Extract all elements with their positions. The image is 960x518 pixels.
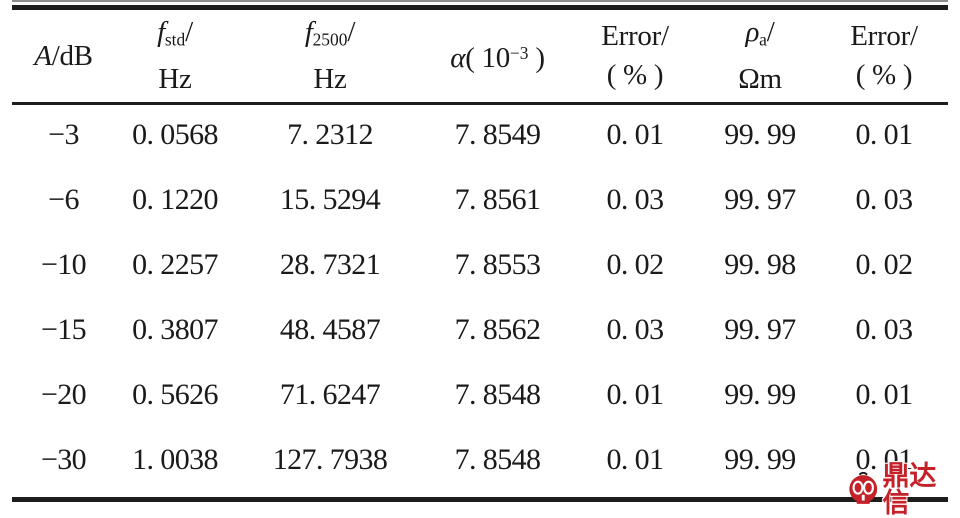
- table-cell: 99. 98: [724, 247, 796, 281]
- table-cell: 15. 5294: [279, 182, 381, 216]
- table-cell: 0. 02: [855, 247, 913, 281]
- table-cell: 99. 99: [724, 377, 796, 411]
- table-cell: −15: [40, 312, 87, 346]
- table-cell: 0. 2257: [132, 247, 218, 281]
- table-row: −3 0. 0568 7. 2312 7. 8549 0. 01 99. 99 0. 01: [12, 102, 948, 167]
- watermark-text: 鼎达信: [882, 461, 937, 518]
- table-cell: 0. 0568: [132, 117, 218, 151]
- table-cell: 1. 0038: [132, 442, 218, 476]
- table-row: −15 0. 3807 48. 4587 7. 8562 0. 03 99. 97 0. 0…: [12, 297, 948, 362]
- table-cell: 99. 99: [724, 442, 796, 476]
- results-table: A/dB fstd/ Hz f2500/ Hz α( 10−3 ) Error/…: [12, 10, 948, 492]
- table-cell: 0. 01: [606, 442, 664, 476]
- unit-hz: Hz: [158, 62, 192, 95]
- table-cell: 0. 03: [606, 312, 664, 346]
- table-cell: 7. 8548: [454, 442, 541, 476]
- table-cell: 0. 03: [606, 182, 664, 216]
- header-separator-rule: [12, 102, 948, 105]
- symbol-rho: ρ: [745, 16, 760, 49]
- header-row: A/dB fstd/ Hz f2500/ Hz α( 10−3 ) Error/…: [12, 10, 948, 102]
- dingdaxin-logo-icon: [849, 471, 878, 504]
- table-cell: 0. 1220: [132, 182, 218, 216]
- col-header-error-alpha: Error/ ( % ): [601, 20, 669, 91]
- symbol-alpha: α: [450, 41, 466, 74]
- top-rule: [12, 5, 948, 10]
- table-cell: 7. 2312: [287, 117, 373, 151]
- table-cell: 0. 5626: [132, 377, 218, 411]
- table-header: A/dB fstd/ Hz f2500/ Hz α( 10−3 ) Error/…: [12, 10, 948, 102]
- table-row: −30 1. 0038 127. 7938 7. 8548 0. 01 99. 99 0. …: [12, 427, 948, 492]
- table-cell: 0. 01: [855, 442, 913, 476]
- table-cell: 7. 8561: [454, 182, 541, 216]
- table-cell: 0. 01: [855, 117, 913, 151]
- table-cell: 7. 8548: [454, 377, 541, 411]
- unit-hz: Hz: [313, 62, 347, 95]
- table-cell: 0. 03: [855, 182, 913, 216]
- table-cell: 99. 97: [724, 312, 796, 346]
- bottom-rule: [12, 497, 948, 502]
- table-cell: 99. 99: [724, 117, 796, 151]
- symbol-f: f: [304, 16, 313, 49]
- table-cell: 0. 02: [606, 247, 664, 281]
- table-cell: 0. 3807: [132, 312, 218, 346]
- watermark: 鼎达信: [846, 463, 960, 517]
- col-header-error-rho: Error/ ( % ): [850, 20, 918, 91]
- unit-ohm-m: Ωm: [738, 62, 782, 95]
- table-cell: −3: [48, 117, 79, 151]
- table-cell: 71. 6247: [279, 377, 381, 411]
- table-cell: 7. 8562: [454, 312, 541, 346]
- table-cell: 7. 8549: [454, 117, 541, 151]
- col-header-alpha: α( 10−3 ): [450, 41, 545, 74]
- table-cell: 0. 01: [606, 377, 664, 411]
- top-thin-rule: [12, 0, 948, 2]
- table-body: −3 0. 0568 7. 2312 7. 8549 0. 01 99. 99 0. 01−…: [12, 102, 948, 492]
- table-cell: 28. 7321: [279, 247, 381, 281]
- table-row: −6 0. 1220 15. 5294 7. 8561 0. 03 99. 97 0. 03: [12, 167, 948, 232]
- table-cell: −30: [40, 442, 87, 476]
- table-cell: −6: [48, 182, 79, 216]
- col-header-a-db: A/dB: [34, 39, 93, 72]
- table-cell: −10: [40, 247, 87, 281]
- table-row: −20 0. 5626 71. 6247 7. 8548 0. 01 99. 99 0. 0…: [12, 362, 948, 427]
- col-header-f-2500: f2500/ Hz: [235, 10, 425, 102]
- table-cell: 0. 03: [855, 312, 913, 346]
- symbol-A: A: [34, 39, 52, 72]
- symbol-f: f: [157, 16, 165, 49]
- table-row: −10 0. 2257 28. 7321 7. 8553 0. 02 99. 98 0. 0…: [12, 232, 948, 297]
- table-cell: 0. 01: [855, 377, 913, 411]
- table-cell: 7. 8553: [454, 247, 541, 281]
- table-cell: 127. 7938: [272, 442, 388, 476]
- col-header-f-std: fstd/ Hz: [115, 10, 235, 102]
- table-cell: 48. 4587: [279, 312, 381, 346]
- table-cell: 0. 01: [606, 117, 664, 151]
- table-cell: 99. 97: [724, 182, 796, 216]
- table-cell: −20: [40, 377, 87, 411]
- col-header-rho-a: ρa/ Ωm: [700, 10, 820, 102]
